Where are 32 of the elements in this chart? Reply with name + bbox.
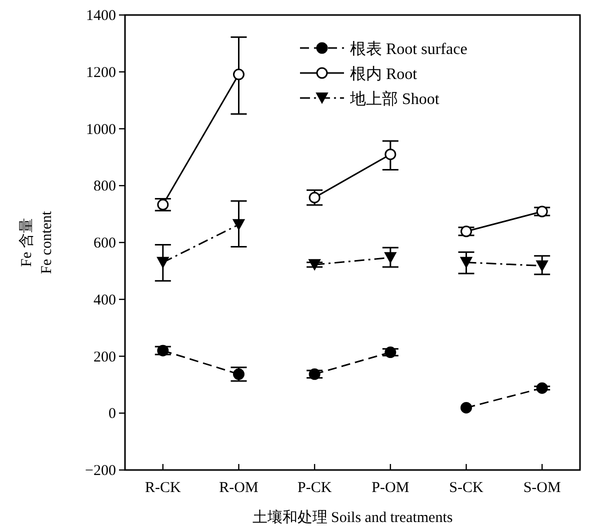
ytick: 200 [94, 349, 116, 366]
legend-item: 根内 Root [300, 66, 418, 83]
legend-label: 根表 Root surface [350, 40, 468, 58]
ytick: 1000 [86, 122, 116, 138]
point [384, 148, 396, 160]
ytick: 400 [94, 292, 116, 308]
xtick: R-OM [219, 480, 258, 496]
xtick: P-OM [372, 480, 410, 496]
point [384, 346, 396, 358]
legend-item: 根表 Root surface [300, 41, 468, 58]
ytick: 0 [108, 406, 116, 422]
point [460, 226, 472, 238]
ytick: 1400 [86, 8, 116, 24]
point [157, 344, 169, 356]
point [233, 68, 244, 80]
point [536, 206, 548, 218]
ylabel: Fe 含量 Fe content [19, 211, 55, 274]
ytick: 1200 [86, 64, 116, 81]
point [536, 382, 548, 394]
xtick: P-CK [298, 480, 332, 496]
ytick: 800 [94, 178, 116, 195]
xtick: S-CK [449, 480, 484, 496]
legend-label: 地上部 Shoot [349, 90, 440, 108]
point [460, 402, 472, 414]
point [308, 368, 320, 380]
xtick: R-CK [145, 480, 181, 496]
xlabel: 土壤和处理 Soils and treatments [252, 510, 453, 526]
legend-item: 地上部 Shoot [300, 91, 440, 108]
ytick: 600 [94, 236, 116, 252]
xtick: S-OM [523, 480, 561, 496]
ytick: −200 [85, 463, 116, 479]
legend-label: 根内 Root [350, 65, 418, 83]
